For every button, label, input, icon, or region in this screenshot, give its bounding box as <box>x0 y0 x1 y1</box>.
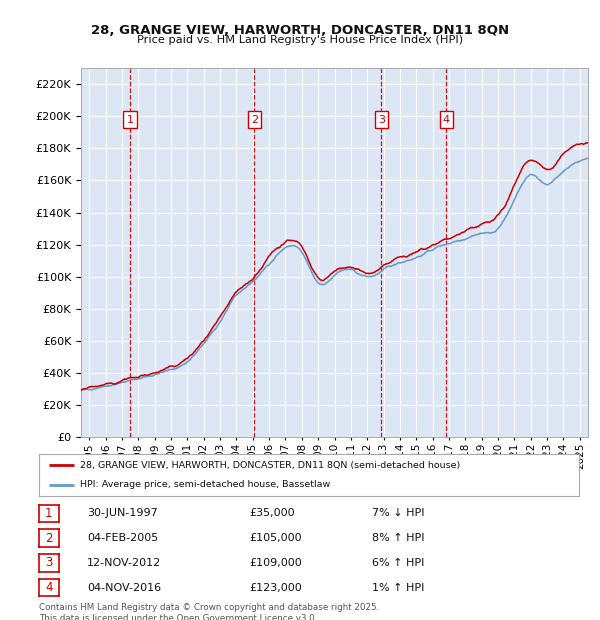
Text: 2: 2 <box>45 532 53 544</box>
Text: 12-NOV-2012: 12-NOV-2012 <box>87 558 161 568</box>
Text: 2: 2 <box>251 115 258 125</box>
Text: 6% ↑ HPI: 6% ↑ HPI <box>372 558 424 568</box>
Text: 3: 3 <box>378 115 385 125</box>
Text: 30-JUN-1997: 30-JUN-1997 <box>87 508 158 518</box>
Text: Price paid vs. HM Land Registry's House Price Index (HPI): Price paid vs. HM Land Registry's House … <box>137 35 463 45</box>
Text: £35,000: £35,000 <box>249 508 295 518</box>
Text: This data is licensed under the Open Government Licence v3.0.: This data is licensed under the Open Gov… <box>39 614 317 620</box>
Text: 1: 1 <box>45 507 53 520</box>
Text: 28, GRANGE VIEW, HARWORTH, DONCASTER, DN11 8QN (semi-detached house): 28, GRANGE VIEW, HARWORTH, DONCASTER, DN… <box>79 461 460 470</box>
Text: £123,000: £123,000 <box>249 583 302 593</box>
Text: 1: 1 <box>127 115 134 125</box>
Text: 1% ↑ HPI: 1% ↑ HPI <box>372 583 424 593</box>
Text: 7% ↓ HPI: 7% ↓ HPI <box>372 508 425 518</box>
Text: £105,000: £105,000 <box>249 533 302 543</box>
Text: 04-NOV-2016: 04-NOV-2016 <box>87 583 161 593</box>
Text: 28, GRANGE VIEW, HARWORTH, DONCASTER, DN11 8QN: 28, GRANGE VIEW, HARWORTH, DONCASTER, DN… <box>91 24 509 37</box>
Text: £109,000: £109,000 <box>249 558 302 568</box>
Text: HPI: Average price, semi-detached house, Bassetlaw: HPI: Average price, semi-detached house,… <box>79 480 330 489</box>
Text: 8% ↑ HPI: 8% ↑ HPI <box>372 533 425 543</box>
Text: 3: 3 <box>45 557 53 569</box>
Text: 4: 4 <box>443 115 450 125</box>
Text: 4: 4 <box>45 582 53 594</box>
Text: 04-FEB-2005: 04-FEB-2005 <box>87 533 158 543</box>
Text: Contains HM Land Registry data © Crown copyright and database right 2025.: Contains HM Land Registry data © Crown c… <box>39 603 379 612</box>
